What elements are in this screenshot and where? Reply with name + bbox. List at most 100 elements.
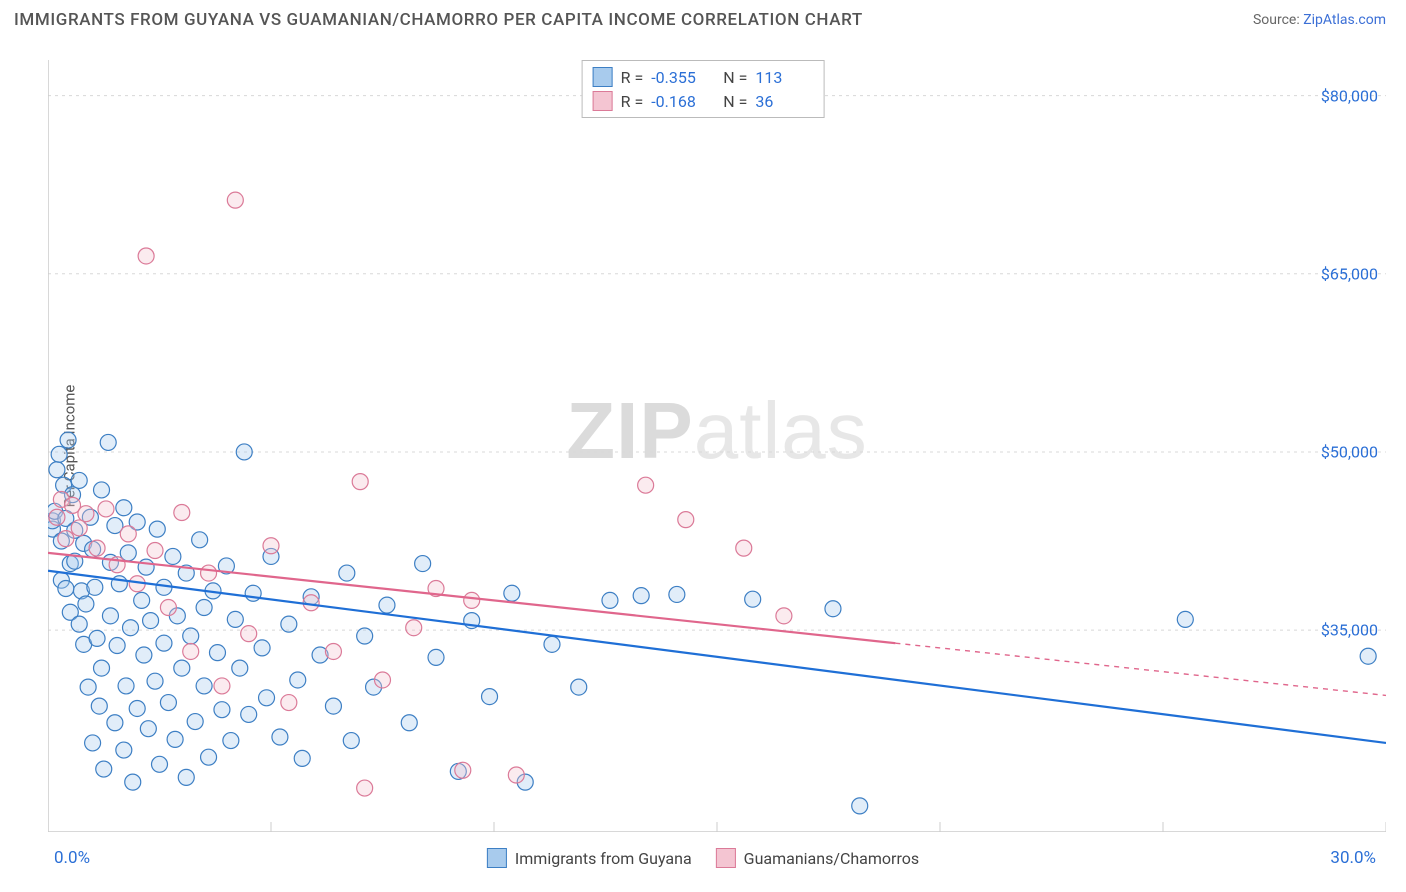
legend-swatch	[716, 848, 736, 868]
data-point	[136, 647, 152, 663]
data-point	[325, 643, 341, 659]
stats-row-chamorro: R =-0.168N =36	[593, 89, 814, 113]
data-point	[94, 660, 110, 676]
data-point	[89, 540, 105, 556]
data-point	[51, 446, 67, 462]
data-point	[147, 543, 163, 559]
data-point	[147, 673, 163, 689]
x-axis-min-label: 0.0%	[54, 848, 90, 868]
data-point	[406, 620, 422, 636]
data-point	[209, 645, 225, 661]
chart-title: IMMIGRANTS FROM GUYANA VS GUAMANIAN/CHAM…	[14, 10, 863, 30]
data-point	[602, 592, 618, 608]
data-point	[78, 596, 94, 612]
data-point	[375, 672, 391, 688]
y-tick-label: $35,000	[1321, 621, 1378, 640]
data-point	[272, 729, 288, 745]
data-point	[143, 613, 159, 629]
data-point	[116, 500, 132, 516]
data-point	[152, 756, 168, 772]
data-point	[98, 501, 114, 517]
data-point	[178, 769, 194, 785]
trend-line-extrapolated	[895, 643, 1386, 695]
data-point	[263, 538, 279, 554]
source-attribution: Source: ZipAtlas.com	[1253, 12, 1386, 28]
data-point	[290, 672, 306, 688]
data-point	[120, 526, 136, 542]
data-point	[678, 512, 694, 528]
data-point	[343, 733, 359, 749]
y-tick-label: $80,000	[1321, 86, 1378, 105]
stats-row-guyana: R =-0.355N =113	[593, 65, 814, 89]
data-point	[58, 531, 74, 547]
data-point	[428, 649, 444, 665]
data-point	[214, 678, 230, 694]
data-point	[49, 509, 65, 525]
data-point	[214, 702, 230, 718]
data-point	[167, 731, 183, 747]
data-point	[259, 690, 275, 706]
data-point	[852, 798, 868, 814]
data-point	[160, 695, 176, 711]
data-point	[669, 586, 685, 602]
data-point	[107, 715, 123, 731]
data-point	[281, 616, 297, 632]
data-point	[94, 482, 110, 498]
data-point	[1177, 611, 1193, 627]
data-point	[160, 600, 176, 616]
series-legend: Immigrants from Guyana Guamanians/Chamorr…	[487, 848, 919, 868]
x-axis-max-label: 30.0%	[1330, 848, 1376, 868]
data-point	[254, 640, 270, 656]
data-point	[102, 608, 118, 624]
data-point	[156, 635, 172, 651]
data-point	[58, 581, 74, 597]
data-point	[482, 689, 498, 705]
legend-item-guyana: Immigrants from Guyana	[487, 848, 692, 868]
data-point	[1360, 648, 1376, 664]
legend-swatch	[487, 848, 507, 868]
data-point	[357, 780, 373, 796]
data-point	[201, 565, 217, 581]
data-point	[504, 585, 520, 601]
data-point	[118, 678, 134, 694]
legend-swatch	[593, 67, 613, 87]
data-point	[825, 601, 841, 617]
data-point	[149, 521, 165, 537]
data-point	[183, 628, 199, 644]
data-point	[232, 660, 248, 676]
data-point	[201, 749, 217, 765]
data-point	[294, 750, 310, 766]
data-point	[71, 520, 87, 536]
data-point	[87, 579, 103, 595]
data-point	[134, 592, 150, 608]
data-point	[60, 432, 76, 448]
data-point	[71, 616, 87, 632]
data-point	[776, 608, 792, 624]
data-point	[85, 735, 101, 751]
data-point	[357, 628, 373, 644]
source-link[interactable]: ZipAtlas.com	[1303, 12, 1386, 28]
data-point	[91, 698, 107, 714]
data-point	[227, 611, 243, 627]
data-point	[49, 462, 65, 478]
data-point	[183, 643, 199, 659]
data-point	[241, 706, 257, 722]
data-point	[174, 505, 190, 521]
y-tick-label: $50,000	[1321, 442, 1378, 461]
data-point	[129, 700, 145, 716]
data-point	[241, 626, 257, 642]
data-point	[89, 630, 105, 646]
data-point	[192, 532, 208, 548]
data-point	[281, 695, 297, 711]
data-point	[339, 565, 355, 581]
legend-swatch	[593, 91, 613, 111]
data-point	[78, 506, 94, 522]
data-point	[116, 742, 132, 758]
data-point	[174, 660, 190, 676]
data-point	[123, 620, 139, 636]
data-point	[109, 638, 125, 654]
data-point	[71, 472, 87, 488]
legend-label: Guamanians/Chamorros	[744, 849, 919, 868]
data-point	[401, 715, 417, 731]
legend-item-chamorro: Guamanians/Chamorros	[716, 848, 919, 868]
